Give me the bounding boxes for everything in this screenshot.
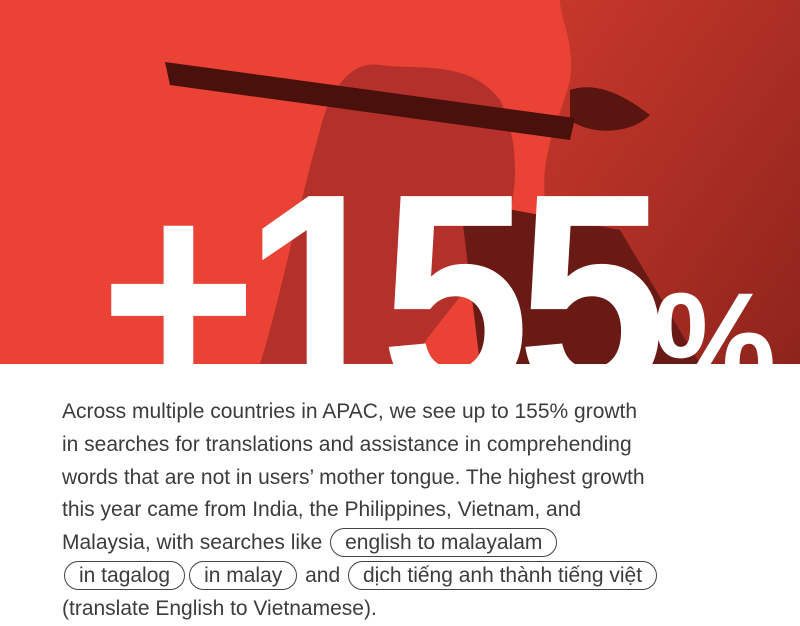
paragraph-text: and [299,563,346,587]
paragraph-line: this year came from India, the Philippin… [62,494,762,527]
paragraph-text: Across multiple countries in APAC, we se… [62,400,638,423]
paragraph-text: in searches for translations and assista… [62,432,632,456]
paragraph-line: Malaysia, with searches like english to … [62,527,762,560]
paragraph-line: words that are not in users’ mother tong… [62,462,762,495]
paragraph-line: (translate English to Vietnamese). [62,593,762,626]
mouth-shape [570,87,650,131]
stat-percent: % [653,261,777,364]
search-query-chip[interactable]: english to malayalam [330,528,558,558]
hero-photo [165,0,800,364]
search-query-chip[interactable]: in malay [189,560,298,590]
stat-headline: +155% [100,150,776,364]
hand-shape [260,64,515,364]
paragraph-text: words that are not in users’ mother tong… [62,465,645,489]
paragraph-line: Across multiple countries in APAC, we se… [62,396,762,429]
paragraph-text: (translate English to Vietnamese). [62,596,377,620]
paragraph-line: in tagalog in malay and dịch tiếng anh th… [62,560,762,593]
phone-shape [165,62,575,140]
search-query-chip[interactable]: dịch tiếng anh thành tiếng việt [348,560,658,590]
paragraph-text: Malaysia, with searches like [62,531,329,555]
stat-number: 155 [244,133,666,364]
stat-plus: + [100,133,257,364]
paragraph-text: this year came from India, the Philippin… [62,498,582,522]
hero-banner: +155% [0,0,800,364]
search-query-chip[interactable]: in tagalog [64,560,186,590]
paragraph-line: in searches for translations and assista… [62,429,762,462]
description-paragraph: Across multiple countries in APAC, we se… [62,396,762,626]
